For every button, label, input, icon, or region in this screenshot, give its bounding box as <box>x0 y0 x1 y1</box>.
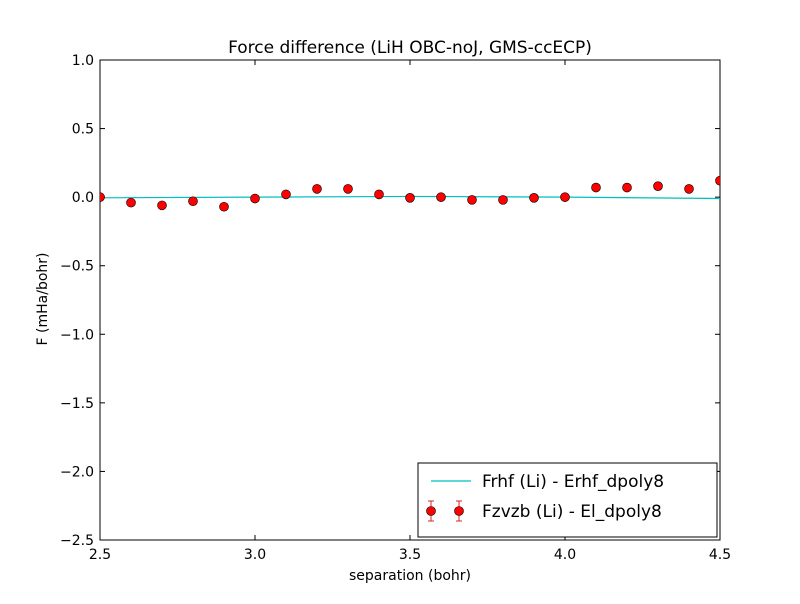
data-point-fzvzb <box>188 196 198 207</box>
y-tick-label: 0.0 <box>72 190 94 206</box>
y-tick-label: 1.0 <box>72 53 94 69</box>
data-point-fzvzb <box>622 182 632 193</box>
y-tick-label: −1.0 <box>60 327 94 343</box>
data-point-fzvzb <box>653 181 663 191</box>
legend-marker-swatch <box>454 506 464 516</box>
data-point-fzvzb <box>591 182 601 193</box>
data-point-fzvzb <box>100 192 105 202</box>
x-axis-label: separation (bohr) <box>349 568 471 584</box>
legend-label-frhf: Frhf (Li) - Erhf_dpoly8 <box>482 472 664 492</box>
legend: Frhf (Li) - Erhf_dpoly8 Fzvzb (Li) - El_d… <box>417 462 718 538</box>
data-layer <box>100 175 720 212</box>
data-point-fzvzb <box>684 184 694 194</box>
x-tick-label: 3.0 <box>244 547 266 563</box>
data-point-fzvzb <box>157 200 167 211</box>
legend-box <box>417 462 718 538</box>
data-point-fzvzb <box>126 197 136 208</box>
legend-label-fzvzb: Fzvzb (Li) - El_dpoly8 <box>482 502 662 522</box>
y-tick-label: −2.0 <box>60 464 94 480</box>
x-tick-label: 3.5 <box>399 547 421 563</box>
data-point-fzvzb <box>715 175 720 186</box>
legend-marker-swatch <box>426 506 436 516</box>
data-point-fzvzb <box>219 201 229 212</box>
data-point-fzvzb <box>281 189 291 200</box>
y-tick-label: −0.5 <box>60 259 94 275</box>
data-point-fzvzb <box>343 184 353 194</box>
y-tick-label: −1.5 <box>60 396 94 412</box>
chart-title: Force difference (LiH OBC-noJ, GMS-ccECP… <box>228 38 592 58</box>
data-point-fzvzb <box>529 193 539 203</box>
x-tick-label: 2.5 <box>89 547 111 563</box>
y-axis-label: F (mHa/bohr) <box>35 253 51 346</box>
data-point-fzvzb <box>436 192 446 202</box>
y-tick-label: −2.5 <box>60 533 94 549</box>
data-point-fzvzb <box>467 195 477 205</box>
data-point-fzvzb <box>374 189 384 200</box>
y-tick-label: 0.5 <box>72 122 94 138</box>
plot-area: 2.5 3.0 3.5 4.0 4.5 −2.5 −2.0 −1.5 −1.0 −0.5 0.0 0.… <box>60 53 731 563</box>
x-tick-label: 4.0 <box>554 547 576 563</box>
data-point-fzvzb <box>312 184 322 194</box>
data-point-fzvzb <box>560 192 570 202</box>
x-tick-label: 4.5 <box>709 547 731 563</box>
data-point-fzvzb <box>405 193 415 203</box>
data-point-fzvzb <box>498 195 508 205</box>
data-point-fzvzb <box>250 193 260 204</box>
